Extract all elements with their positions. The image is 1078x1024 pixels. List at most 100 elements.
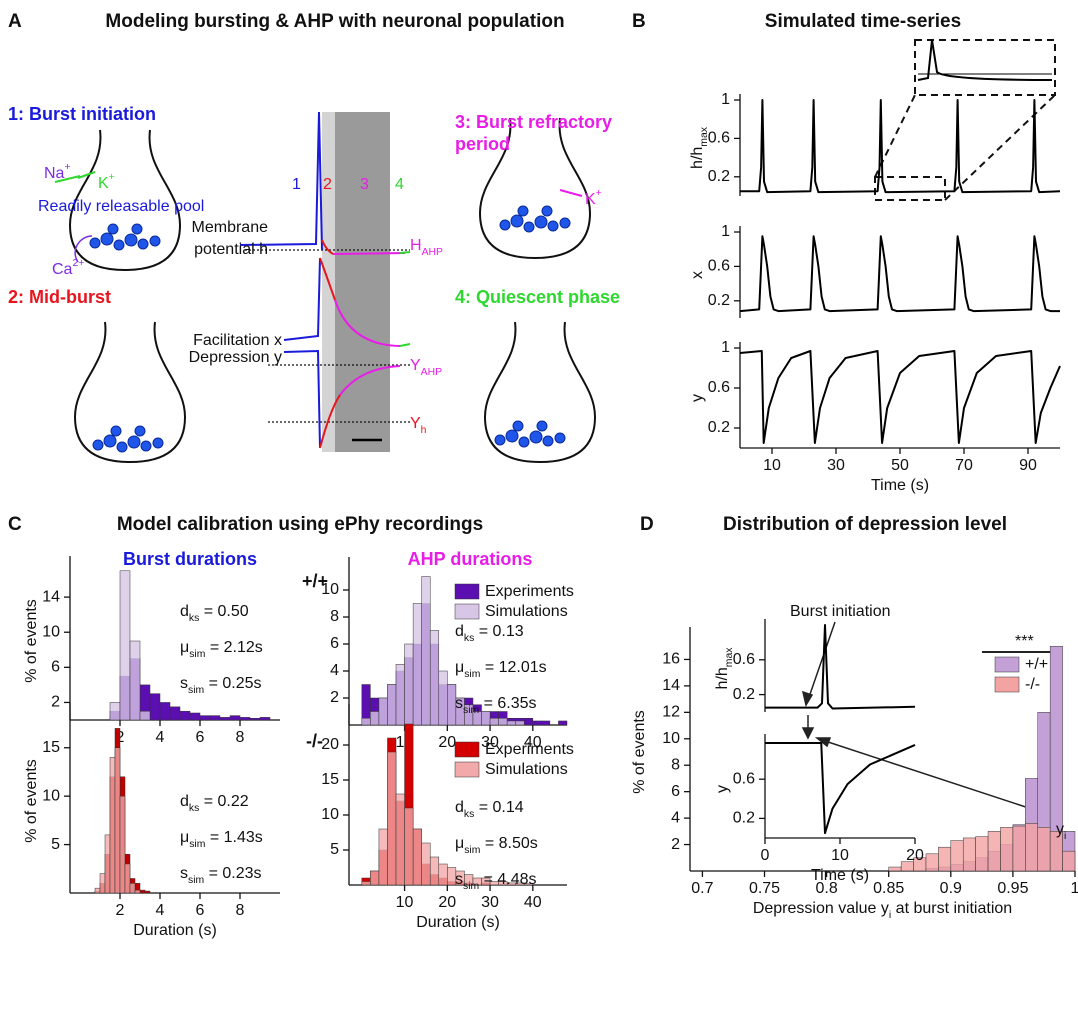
annotation: μsim = 8.50s xyxy=(455,835,538,856)
histogram-bar xyxy=(404,643,414,726)
histogram-bar xyxy=(925,853,939,872)
panel-title: Modeling bursting & AHP with neuronal po… xyxy=(105,11,564,32)
panel-title: Distribution of depression level xyxy=(723,514,1007,535)
x-tick-label: 20 xyxy=(438,894,456,911)
annotation: dks = 0.13 xyxy=(455,623,524,644)
annotation: μsim = 2.12s xyxy=(180,639,263,660)
text-part: Depression value y xyxy=(753,900,889,917)
genotype-label: +/+ xyxy=(302,571,328,591)
legend-swatch xyxy=(454,583,480,600)
level-label: Yh xyxy=(410,415,427,436)
text-part: μ xyxy=(455,659,464,676)
histogram-bar xyxy=(361,881,371,886)
y-tick-label: 10 xyxy=(321,806,339,823)
x-tick-label: 30 xyxy=(827,457,845,474)
histogram-bar xyxy=(987,831,1001,872)
y-tick-label: 14 xyxy=(42,588,60,605)
text-part: = 0.23s xyxy=(204,865,261,882)
histogram-bar xyxy=(209,715,221,721)
vesicles xyxy=(494,420,566,448)
phase-number: 2 xyxy=(323,176,332,193)
text-part: AHP xyxy=(421,367,442,378)
x-tick-label: 2 xyxy=(116,902,125,919)
text-part: d xyxy=(455,799,464,816)
legend-swatch xyxy=(994,656,1020,673)
text-part: h/h xyxy=(689,147,706,169)
legend-label: +/+ xyxy=(1025,656,1048,673)
histogram-bar xyxy=(361,718,371,726)
y-tick-label: 16 xyxy=(662,651,680,668)
text-part: = 8.50s xyxy=(480,835,537,852)
x-tick-label: 40 xyxy=(524,734,542,751)
text-part: ks xyxy=(189,613,199,624)
histogram-bar xyxy=(139,889,146,894)
histogram-bar xyxy=(429,856,440,886)
pool-label: Readily releasable pool xyxy=(38,198,204,215)
y-tick-label: 10 xyxy=(42,623,60,640)
y-tick-label: 0.2 xyxy=(708,168,730,185)
text-part: s xyxy=(455,695,463,712)
text-part: sim xyxy=(189,839,205,850)
y-tick-label: 0.2 xyxy=(708,292,730,309)
y-tick-label: 0.2 xyxy=(733,686,755,703)
text-part: i xyxy=(1064,831,1066,842)
x-tick-label: 0.9 xyxy=(940,880,962,897)
text-part: Ca xyxy=(52,261,73,278)
y-axis-label: % of events xyxy=(23,599,40,683)
histogram-bar xyxy=(134,889,141,894)
phase-label: 1: Burst initiation xyxy=(8,104,156,124)
annotation: ssim = 4.48s xyxy=(455,871,537,892)
histogram-bar xyxy=(169,706,181,721)
histogram-bar xyxy=(524,883,534,886)
y-tick-label: 4 xyxy=(330,662,339,679)
text-part: Y xyxy=(410,415,421,432)
y-axis-label: x xyxy=(689,271,706,279)
y-tick-label: 5 xyxy=(51,836,60,853)
text-part: s xyxy=(180,675,188,692)
text-part: d xyxy=(455,623,464,640)
x-tick-label: 50 xyxy=(891,457,909,474)
trace-label: potential h xyxy=(194,241,268,258)
histogram-bar xyxy=(558,720,568,726)
phase-label: 4: Quiescent phase xyxy=(455,287,620,307)
y-axis-label: % of events xyxy=(23,759,40,843)
histogram-bar xyxy=(498,718,508,726)
histogram-bar xyxy=(489,718,499,726)
y-tick-label: 15 xyxy=(42,739,60,756)
panel-label: B xyxy=(632,11,646,32)
histogram-bar xyxy=(524,718,534,726)
histogram-bar xyxy=(129,640,141,721)
x-axis-label: Time (s) xyxy=(811,867,869,884)
panel-subtitle: Burst durations xyxy=(123,549,257,569)
panel-title: Simulated time-series xyxy=(765,11,961,32)
text-part: μ xyxy=(455,835,464,852)
histogram-bar xyxy=(1000,827,1014,872)
text-part: sim xyxy=(189,649,205,660)
trace-label: Facilitation x xyxy=(193,332,282,349)
x-tick-label: 8 xyxy=(236,729,245,746)
phase-number: 3 xyxy=(360,176,369,193)
annotation: μsim = 12.01s xyxy=(455,659,547,680)
histogram-bar xyxy=(888,866,902,872)
histogram-bar xyxy=(370,711,380,726)
legend-label: Experiments xyxy=(485,583,574,600)
x-tick-label: 70 xyxy=(955,457,973,474)
histogram-bar xyxy=(387,684,397,726)
text-part: s xyxy=(455,871,463,888)
annotation: yi xyxy=(1056,821,1066,842)
y-tick-label: 0.6 xyxy=(733,651,755,668)
x-tick-label: 6 xyxy=(196,902,205,919)
histogram-bar xyxy=(532,720,542,726)
annotation-arrows xyxy=(801,621,1052,816)
y-tick-label: 0.6 xyxy=(708,130,730,147)
annotation: dks = 0.50 xyxy=(180,603,249,624)
histogram-bar xyxy=(259,717,271,721)
schematic-trace xyxy=(239,111,411,452)
text-part: = 0.13 xyxy=(474,623,523,640)
histogram-bar xyxy=(438,670,448,726)
y-tick-label: 0.6 xyxy=(708,258,730,275)
histogram-bar xyxy=(1037,827,1051,872)
text-part: sim xyxy=(463,881,479,892)
x-axis-label: Duration (s) xyxy=(416,914,500,931)
